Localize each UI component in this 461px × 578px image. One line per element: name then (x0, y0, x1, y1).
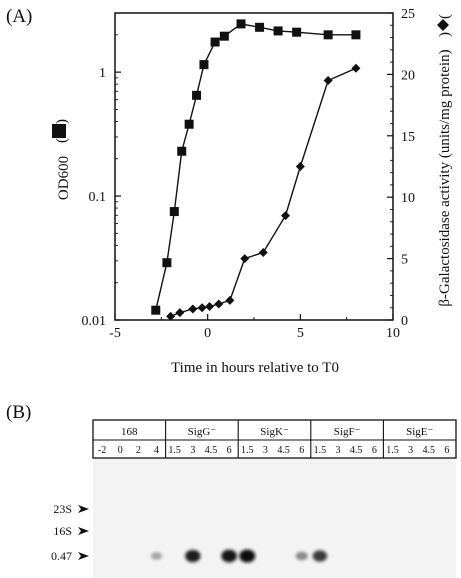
od600-point (323, 30, 333, 40)
gel-lane-label: 3 (190, 445, 195, 456)
gel-header-frame (92, 419, 457, 459)
svg-text:(: ( (437, 14, 453, 19)
beta-gal-point (323, 76, 333, 86)
beta-gal-point (351, 63, 361, 73)
gel-band-047 (239, 549, 256, 563)
beta-gal-point (295, 162, 305, 171)
y-left-tick-label: 1 (99, 66, 106, 81)
od600-point (192, 90, 202, 100)
size-marker-label: 0.47 (51, 549, 72, 563)
beta-gal-point (240, 254, 250, 264)
chart-series (151, 19, 361, 321)
y-right-tick-label: 0 (401, 314, 408, 329)
y-axis-label-right: β-Galactosidase activity (units/mg prote… (437, 49, 453, 306)
gel-band-047 (150, 552, 163, 560)
gel-lane-label: 1.5 (168, 445, 181, 456)
y-right-tick-label: 5 (401, 253, 408, 268)
beta-gal-point (225, 295, 235, 305)
paren-close-square: ) (54, 119, 70, 124)
x-tick-label: 10 (386, 326, 400, 341)
gel-lane-label: 1.5 (314, 445, 327, 456)
od600-point (351, 30, 361, 40)
size-marker-label: 23S (53, 502, 72, 516)
y-right-tick-label: 15 (401, 130, 415, 145)
gel-lane-label: 3 (408, 445, 413, 456)
gel-group-label: SigE⁻ (406, 426, 433, 438)
size-marker-label: 16S (53, 524, 72, 538)
gel-band-047 (295, 551, 308, 561)
od600-point (273, 26, 283, 36)
gel-background (93, 458, 456, 578)
x-tick-label: -5 (109, 326, 121, 341)
od600-series-line (155, 23, 356, 311)
gel-group-label: SigG⁻ (188, 426, 217, 438)
gel-lane-label: 6 (444, 445, 449, 456)
y-right-tick-label: 25 (401, 7, 415, 22)
gel-lane-label: 3 (336, 445, 341, 456)
y-right-tick-label: 20 (401, 68, 415, 83)
gel-lane-label: 1.5 (386, 445, 399, 456)
gel-band-047 (185, 549, 201, 563)
x-axis-label: Time in hours relative to T0 (171, 360, 339, 376)
gel-lane-label: 4.5 (277, 445, 290, 456)
gel-lane-label: 4 (154, 445, 159, 456)
beta-gal-point (281, 211, 291, 221)
beta-gal-point (175, 308, 185, 318)
gel-lane-label: 3 (263, 445, 268, 456)
gel-lane-label: 0 (118, 445, 123, 456)
gel-lane-label: 6 (299, 445, 304, 456)
northern-blot-panel-b: 168 -2 0 2 4 SigG⁻ 1.5 3 4.5 6 SigK⁻ 1.5 3 4.5 6 SigF⁻ 1… (51, 419, 457, 578)
y-axis-label-left: OD600 (56, 156, 72, 200)
x-tick-label: 0 (204, 326, 211, 341)
od600-point (292, 27, 302, 37)
od600-point (199, 60, 209, 70)
gel-group-label: 168 (121, 426, 138, 438)
gel-lane-label: 6 (227, 445, 232, 456)
gel-lane-label: 4.5 (205, 445, 218, 456)
y-right-tick-label: 10 (401, 191, 415, 206)
panel-b-label: (B) (6, 402, 31, 423)
beta-gal-point (258, 247, 268, 257)
size-marker-arrow (78, 505, 89, 513)
diamond-marker-legend: ) ( (437, 14, 453, 37)
x-tick-label: 5 (297, 326, 304, 341)
y-left-tick-label: 0.01 (82, 314, 107, 329)
od600-point (177, 146, 187, 156)
od600-point (169, 207, 179, 217)
beta-gal-point (166, 311, 176, 321)
gel-lane-label: 4.5 (350, 445, 363, 456)
paren-open-square: ( (54, 138, 70, 143)
size-marker-arrow (78, 552, 89, 560)
gel-lane-label: 6 (372, 445, 377, 456)
beta-gal-point (205, 301, 215, 311)
gel-lane-label: 4.5 (423, 445, 436, 456)
beta-gal-point (197, 303, 207, 313)
od600-point (219, 31, 229, 41)
beta-gal-point (188, 304, 198, 314)
plot-frame (114, 12, 394, 321)
square-marker-legend (52, 124, 66, 138)
od600-point (162, 258, 172, 268)
gel-group-label: SigK⁻ (260, 426, 289, 438)
od600-point (255, 22, 265, 32)
gel-band-047 (312, 550, 328, 562)
gel-lane-label: 2 (136, 445, 141, 456)
gel-group-label: SigF⁻ (334, 426, 361, 438)
svg-text:): ) (437, 32, 453, 37)
gel-band-047 (221, 549, 237, 563)
panel-a-label: (A) (6, 6, 32, 27)
y-left-tick-label: 0.1 (89, 190, 107, 205)
od600-point (184, 119, 194, 129)
size-marker-arrow (78, 527, 89, 535)
od600-point (210, 37, 220, 47)
od600-point (236, 19, 246, 29)
gel-lane-label: 1.5 (241, 445, 254, 456)
gel-lane-label: -2 (98, 445, 106, 456)
beta-gal-series-line (170, 67, 357, 317)
od600-point (151, 305, 161, 315)
beta-gal-point (214, 299, 224, 309)
